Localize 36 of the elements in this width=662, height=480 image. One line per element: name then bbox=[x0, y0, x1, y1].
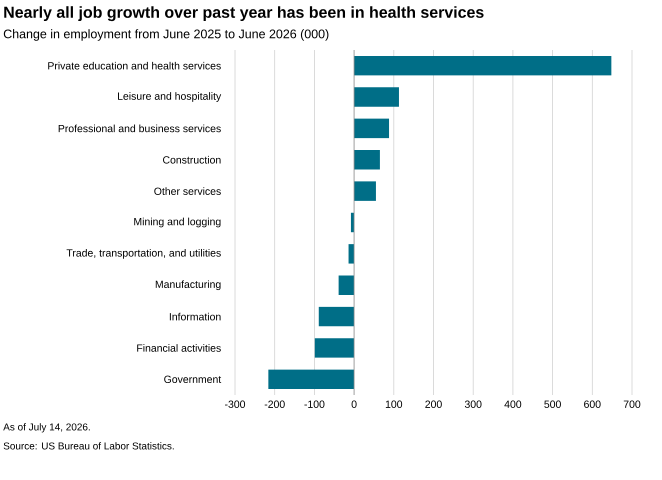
source-note: Source: US Bureau of Labor Statistics. bbox=[4, 442, 174, 450]
bar bbox=[354, 150, 380, 170]
x-tick-label: 100 bbox=[386, 400, 402, 408]
x-tick-label: 300 bbox=[464, 400, 482, 408]
bar bbox=[318, 306, 354, 326]
text: As of July 14, 2026. bbox=[3, 423, 90, 432]
y-tick-label: Information bbox=[170, 312, 221, 320]
bar bbox=[268, 370, 354, 390]
x-tick-label: -300 bbox=[225, 400, 246, 408]
y-tick-label: Mining and logging bbox=[134, 218, 221, 228]
y-tick-label: Private education and health services bbox=[48, 62, 221, 70]
chart-subtitle: Change in employment from June 2025 to June 2026 (000) bbox=[4, 29, 328, 41]
x-tick-label: -200 bbox=[264, 400, 285, 408]
bar bbox=[314, 338, 354, 358]
y-tick-label: Government bbox=[164, 376, 222, 384]
bar bbox=[354, 181, 376, 201]
x-tick-label: -100 bbox=[304, 400, 324, 408]
bar bbox=[348, 244, 354, 264]
y-tick-label: Manufacturing bbox=[156, 280, 221, 290]
x-tick-label: 0 bbox=[352, 400, 357, 408]
x-tick-label: 400 bbox=[504, 400, 522, 408]
bar bbox=[338, 275, 354, 295]
x-tick-label: 700 bbox=[624, 400, 640, 408]
y-tick-label: Leisure and hospitality bbox=[118, 92, 222, 102]
bar bbox=[354, 87, 399, 107]
y-tick-label: Financial activities bbox=[137, 344, 221, 352]
bar bbox=[354, 56, 612, 76]
y-tick-label: Professional and business services bbox=[58, 124, 221, 132]
x-tick-label: 200 bbox=[425, 400, 442, 408]
y-tick-label: Trade, transportation, and utilities bbox=[66, 248, 221, 259]
y-tick-label: Other services bbox=[154, 187, 221, 195]
x-tick-label: 600 bbox=[584, 400, 601, 408]
bar bbox=[354, 118, 390, 138]
chart-title: Nearly all job growth over past year has been in health services bbox=[4, 6, 484, 22]
y-tick-label: Construction bbox=[163, 156, 221, 164]
x-tick-label: 500 bbox=[544, 400, 561, 408]
